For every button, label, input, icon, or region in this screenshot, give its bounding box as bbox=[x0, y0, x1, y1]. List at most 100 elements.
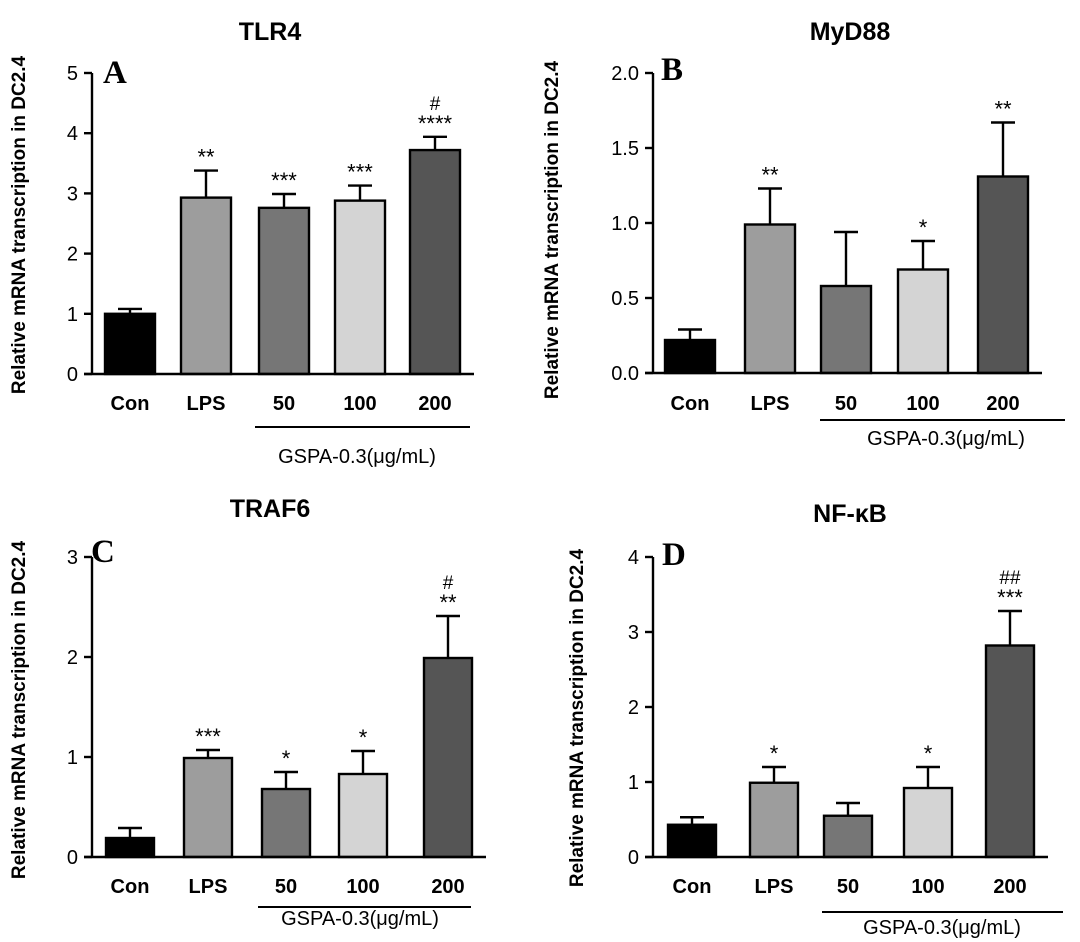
panel-c-bar-4 bbox=[422, 656, 474, 859]
panel-a-bar-3 bbox=[333, 199, 387, 376]
panel-d-significance-4: *** bbox=[997, 585, 1023, 610]
panel-c-y-tick-label-3: 3 bbox=[67, 547, 78, 569]
panel-a-bar-0 bbox=[103, 312, 157, 376]
panel-d-y-tick-label-3: 3 bbox=[628, 622, 639, 644]
panel-a-group-label: GSPA-0.3(μg/mL) bbox=[278, 446, 436, 468]
panel-a-category-label-4: 200 bbox=[418, 393, 451, 415]
panel-b-significance-3: * bbox=[919, 215, 928, 240]
panel-b-category-label-4: 200 bbox=[986, 393, 1019, 415]
panel-c-hash-4: # bbox=[443, 573, 454, 594]
panel-b-ylabel: Relative mRNA transcription in DC2.4 bbox=[542, 60, 563, 399]
panel-b-group-label: GSPA-0.3(μg/mL) bbox=[867, 428, 1025, 450]
panel-d-category-label-0: Con bbox=[673, 876, 712, 898]
panel-b-y-tick-label-3: 1.5 bbox=[611, 138, 639, 160]
panel-b-category-label-2: 50 bbox=[835, 393, 857, 415]
panel-a-bar-1 bbox=[179, 196, 233, 376]
panel-a-y-tick-label-1: 1 bbox=[67, 304, 78, 326]
panel-c-category-label-3: 100 bbox=[346, 876, 379, 898]
panel-d-y-tick-label-0: 0 bbox=[628, 847, 639, 869]
panel-d-bar-2 bbox=[822, 814, 874, 859]
panel-d-bar-3 bbox=[902, 786, 954, 859]
panel-c: Relative mRNA transcription in DC2.4 TRA… bbox=[9, 495, 486, 930]
panel-b: Relative mRNA transcription in DC2.4 MyD… bbox=[542, 18, 1065, 450]
panel-b-bar-3 bbox=[896, 268, 950, 375]
panel-a-plot: Con LPS ** 50 *** 100 *** 200 ****#0 1 2 3 4 5 bbox=[67, 63, 474, 428]
panel-a-hash-4: # bbox=[430, 94, 441, 115]
panel-b-category-label-3: 100 bbox=[906, 393, 939, 415]
panel-b-bar-0 bbox=[663, 338, 717, 375]
panel-c-letter: C bbox=[91, 534, 115, 570]
panel-c-y-tick-label-1: 1 bbox=[67, 747, 78, 769]
panel-a-y-tick-label-2: 2 bbox=[67, 244, 78, 266]
panel-c-bar-3 bbox=[337, 772, 389, 859]
panel-d-category-label-1: LPS bbox=[755, 876, 794, 898]
panel-a-y-tick-label-5: 5 bbox=[67, 63, 78, 85]
panel-b-y-tick-label-2: 1.0 bbox=[611, 213, 639, 235]
panel-d-bar-1 bbox=[748, 781, 800, 859]
panel-b-letter: B bbox=[661, 52, 683, 88]
panel-b-title: MyD88 bbox=[810, 18, 891, 46]
panel-a-y-tick-label-0: 0 bbox=[67, 364, 78, 386]
panel-c-plot: Con LPS *** 50 * 100 * 200 **#0 1 2 3 bbox=[67, 547, 486, 908]
panel-b-y-tick-label-4: 2.0 bbox=[611, 63, 639, 85]
panel-d-significance-3: * bbox=[924, 741, 933, 766]
panel-a-significance-1: ** bbox=[197, 145, 215, 170]
panel-a-bar-2 bbox=[257, 206, 311, 376]
panel-d-category-label-4: 200 bbox=[993, 876, 1026, 898]
panel-b-category-label-1: LPS bbox=[751, 393, 790, 415]
panel-c-ylabel: Relative mRNA transcription in DC2.4 bbox=[9, 540, 30, 879]
panel-c-group-label: GSPA-0.3(μg/mL) bbox=[281, 908, 439, 930]
panel-b-y-tick-label-1: 0.5 bbox=[611, 288, 639, 310]
panel-d-category-label-3: 100 bbox=[911, 876, 944, 898]
panel-c-category-label-2: 50 bbox=[275, 876, 297, 898]
panel-d-plot: Con LPS * 50 100 * 200 ***## 0 1 2 3 4 bbox=[628, 547, 1063, 913]
panel-c-significance-4: ** bbox=[439, 590, 457, 615]
panel-b-significance-1: ** bbox=[761, 163, 779, 188]
panel-c-y-tick-label-0: 0 bbox=[67, 847, 78, 869]
panel-d-group-label: GSPA-0.3(μg/mL) bbox=[863, 917, 1021, 939]
panel-c-bar-1 bbox=[182, 756, 234, 859]
panel-a-y-tick-label-3: 3 bbox=[67, 183, 78, 205]
panel-a-ylabel: Relative mRNA transcription in DC2.4 bbox=[9, 55, 30, 394]
panel-a-title: TLR4 bbox=[239, 18, 302, 46]
panel-d-category-label-2: 50 bbox=[837, 876, 859, 898]
panel-c-significance-3: * bbox=[359, 725, 368, 750]
panel-b-bar-4 bbox=[976, 175, 1030, 375]
panel-a-category-label-1: LPS bbox=[187, 393, 226, 415]
panel-b-bar-2 bbox=[819, 284, 873, 375]
panel-d: Relative mRNA transcription in DC2.4 NF-… bbox=[567, 500, 1063, 939]
panel-a-category-label-3: 100 bbox=[343, 393, 376, 415]
panel-c-category-label-4: 200 bbox=[431, 876, 464, 898]
panel-b-bar-1 bbox=[743, 223, 797, 375]
panel-d-hash-4: ## bbox=[999, 568, 1021, 589]
panel-c-category-label-1: LPS bbox=[189, 876, 228, 898]
panel-b-plot: Con LPS ** 50 100 * 200 ** 0.0 0.5 1.0 1.5 2.0 bbox=[611, 63, 1065, 421]
panel-a-bar-4 bbox=[408, 148, 462, 376]
panel-d-bar-0 bbox=[666, 823, 718, 859]
panel-c-significance-2: * bbox=[282, 746, 291, 771]
panel-a: Relative mRNA transcription in DC2.4 TLR… bbox=[9, 18, 474, 468]
panel-d-y-tick-label-4: 4 bbox=[628, 547, 639, 569]
panel-d-significance-1: * bbox=[770, 741, 779, 766]
panel-c-title: TRAF6 bbox=[230, 495, 311, 523]
panel-d-title: NF-κB bbox=[813, 500, 887, 528]
panel-b-category-label-0: Con bbox=[671, 393, 710, 415]
panel-a-significance-3: *** bbox=[347, 160, 373, 185]
panel-a-significance-2: *** bbox=[271, 168, 297, 193]
panel-b-significance-4: ** bbox=[994, 97, 1012, 122]
panel-c-significance-1: *** bbox=[195, 724, 221, 749]
panel-d-letter: D bbox=[662, 537, 686, 573]
panel-c-bar-0 bbox=[104, 836, 156, 859]
panel-a-significance-4: **** bbox=[418, 111, 453, 136]
panel-a-letter: A bbox=[103, 55, 127, 91]
panel-a-y-tick-label-4: 4 bbox=[67, 123, 78, 145]
panel-c-category-label-0: Con bbox=[111, 876, 150, 898]
panel-c-y-tick-label-2: 2 bbox=[67, 647, 78, 669]
panel-d-bar-4 bbox=[984, 644, 1036, 859]
panel-d-y-tick-label-1: 1 bbox=[628, 772, 639, 794]
panel-a-category-label-2: 50 bbox=[273, 393, 295, 415]
panel-c-bar-2 bbox=[260, 787, 312, 859]
panel-b-y-tick-label-0: 0.0 bbox=[611, 363, 639, 385]
panel-a-category-label-0: Con bbox=[111, 393, 150, 415]
